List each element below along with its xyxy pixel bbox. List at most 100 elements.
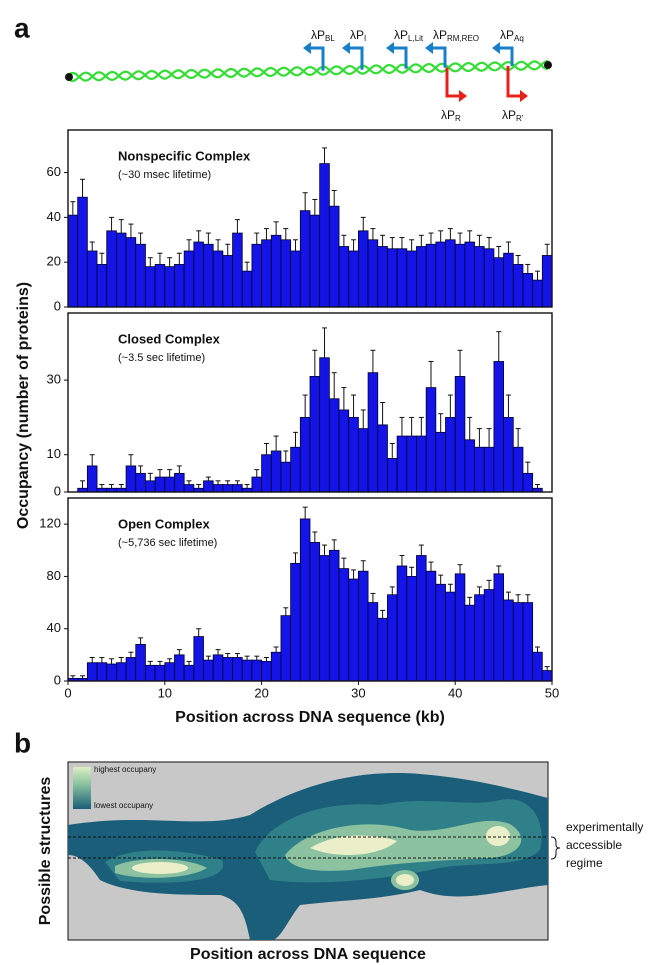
bar — [503, 599, 514, 682]
error-bar — [428, 232, 434, 245]
error-bar — [341, 557, 347, 569]
error-bar — [205, 232, 211, 245]
chart-title: Open Complex — [118, 516, 211, 531]
bar — [183, 250, 195, 308]
bar — [493, 361, 505, 493]
bar — [299, 210, 311, 308]
bar — [290, 562, 301, 682]
error-bar — [234, 653, 240, 658]
error-bar — [515, 594, 521, 603]
error-bar — [389, 443, 395, 459]
bar — [222, 657, 233, 682]
error-bar — [418, 234, 424, 247]
bar — [522, 602, 534, 682]
error-bar — [234, 480, 240, 485]
error-bar — [351, 239, 357, 251]
bar — [377, 246, 388, 308]
error-bar — [312, 198, 318, 216]
bar — [416, 435, 427, 493]
chart-subtitle: (~5,736 sec lifetime) — [118, 537, 217, 549]
chart-title: Nonspecific Complex — [118, 148, 251, 163]
bar — [357, 428, 369, 493]
chart-subtitle: (~30 msec lifetime) — [118, 169, 211, 181]
y-tick-label: 20 — [47, 254, 61, 269]
x-axis-label: Position across DNA sequence (kb) — [175, 709, 445, 726]
error-bar — [215, 649, 221, 655]
annotation: regime — [566, 856, 603, 870]
legend-gradient — [73, 767, 91, 809]
bar — [328, 398, 340, 493]
bar — [425, 570, 437, 682]
error-bar — [409, 566, 415, 577]
bar — [357, 230, 369, 308]
error-bar — [109, 658, 115, 665]
error-bar — [515, 428, 521, 448]
x-tick-label: 30 — [351, 685, 365, 700]
landscape: highest occupany lowest occupany experim… — [37, 761, 643, 963]
bar — [270, 651, 282, 682]
error-bar — [157, 469, 163, 478]
bar — [338, 568, 350, 682]
error-bar — [496, 565, 502, 574]
error-bar — [389, 237, 395, 249]
promoter-subscript: I — [364, 34, 366, 43]
error-bar — [428, 561, 434, 572]
error-bar — [534, 270, 540, 281]
bar — [270, 234, 282, 308]
bar — [86, 250, 98, 308]
bar — [309, 214, 321, 308]
error-bar — [341, 387, 347, 410]
bar — [328, 549, 340, 682]
error-bar — [496, 246, 502, 258]
y-axis-label: Occupancy (number of proteins) — [15, 282, 32, 529]
error-bar — [176, 465, 182, 474]
promoter-label: λPL,Lit — [394, 28, 424, 43]
dna-strand — [69, 60, 549, 83]
contour — [310, 835, 397, 856]
error-bar — [244, 261, 250, 272]
bar — [464, 241, 475, 308]
bar — [154, 476, 166, 493]
error-bar — [138, 232, 144, 245]
bar — [261, 454, 272, 493]
bar — [328, 205, 340, 308]
bar — [193, 241, 204, 308]
bar — [445, 591, 456, 682]
error-bar — [128, 454, 134, 466]
error-bar — [544, 666, 550, 671]
error-bar — [505, 394, 511, 418]
bar — [299, 417, 311, 493]
promoter-label: λPAq — [500, 28, 524, 43]
error-bar — [409, 416, 415, 437]
error-bar — [196, 230, 202, 243]
error-bar — [312, 349, 318, 377]
bar — [116, 662, 127, 682]
error-bar — [438, 230, 444, 243]
bar — [503, 252, 514, 308]
bar — [174, 264, 185, 308]
error-bar — [438, 413, 444, 433]
error-bar — [292, 239, 298, 251]
bar — [483, 446, 495, 493]
error-bar — [457, 564, 463, 574]
error-bar — [263, 656, 269, 662]
bar — [251, 476, 262, 493]
bar — [396, 248, 408, 308]
error-bar — [167, 257, 173, 267]
error-bar — [138, 465, 144, 474]
error-bar — [399, 416, 405, 437]
bar — [541, 255, 553, 308]
bar — [493, 573, 505, 682]
bar — [270, 450, 282, 493]
bar — [106, 663, 117, 682]
bar — [416, 555, 427, 682]
bar — [193, 636, 204, 682]
error-bar — [476, 586, 482, 595]
bar — [541, 670, 553, 682]
error-bar — [138, 637, 144, 645]
bar — [280, 615, 292, 682]
error-bar — [351, 569, 357, 580]
bar — [387, 594, 398, 682]
bar — [319, 357, 330, 493]
